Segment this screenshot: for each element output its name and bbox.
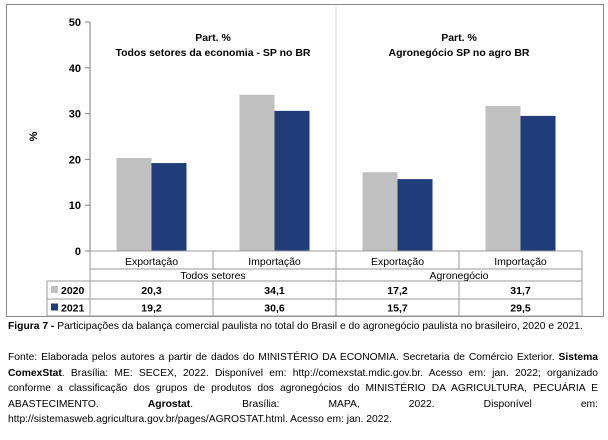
figure-caption: Figura 7 - Participações da balança come… bbox=[8, 319, 598, 335]
data-label: 31,7 bbox=[510, 285, 531, 297]
source-text-1: Fonte: Elaborada pelos autores a partir … bbox=[8, 352, 559, 363]
y-axis-label: % bbox=[28, 131, 40, 141]
category-label: Exportação bbox=[371, 256, 424, 268]
source-name-agrostat: Agrostat bbox=[147, 398, 191, 410]
legend-label-2021: 2021 bbox=[61, 303, 85, 315]
bar-2020 bbox=[116, 158, 152, 251]
group-title-line1: Part. % bbox=[441, 32, 477, 44]
bar-2021 bbox=[274, 110, 310, 252]
y-tick-label: 50 bbox=[69, 17, 81, 29]
legend-swatch-2020 bbox=[51, 286, 58, 293]
bar-2020 bbox=[485, 105, 521, 252]
group-label: Todos setores bbox=[180, 270, 245, 282]
y-tick-label: 10 bbox=[69, 200, 81, 212]
group-label: Agronegócio bbox=[430, 270, 489, 282]
bar-2020 bbox=[362, 172, 398, 251]
legend-swatch-2021 bbox=[51, 303, 58, 311]
data-label: 15,7 bbox=[387, 303, 408, 315]
data-label: 34,1 bbox=[264, 285, 285, 297]
figure-label: Figura 7 - bbox=[8, 321, 58, 332]
bar-2021 bbox=[520, 115, 556, 251]
y-tick-label: 20 bbox=[69, 154, 81, 166]
data-label: 29,5 bbox=[510, 303, 531, 315]
category-label: Exportação bbox=[125, 256, 178, 268]
data-label: 20,3 bbox=[141, 285, 162, 297]
source-text-2: . Brasília: ME: SECEX, 2022. Disponível … bbox=[8, 367, 598, 410]
figure-text: Participações da balança comercial pauli… bbox=[57, 321, 583, 332]
group-title-line1: Part. % bbox=[195, 32, 231, 44]
bar-2021 bbox=[151, 163, 187, 251]
data-label: 17,2 bbox=[387, 285, 408, 297]
source-name-comexstat: Sistema ComexStat bbox=[8, 352, 598, 379]
group-title-line2: Todos setores da economia - SP no BR bbox=[115, 47, 310, 59]
group-title-line2: Agronegócio SP no agro BR bbox=[389, 47, 530, 59]
bar-2021 bbox=[397, 179, 433, 251]
category-label: Importação bbox=[248, 256, 301, 268]
category-label: Importação bbox=[494, 256, 547, 268]
y-tick-label: 40 bbox=[69, 63, 81, 75]
data-label: 30,6 bbox=[264, 303, 285, 315]
legend-label-2020: 2020 bbox=[61, 285, 85, 297]
bar-2020 bbox=[239, 94, 275, 252]
data-label: 19,2 bbox=[141, 303, 162, 315]
chart: 0 10 20 30 40 50% Part. % Todos setores da econ… bbox=[28, 6, 583, 317]
y-tick-label: 0 bbox=[75, 246, 81, 258]
source-text-3: . Brasília: MAPA, 2022. Disponível em: h… bbox=[8, 398, 598, 426]
figure-source: Fonte: Elaborada pelos autores a partir … bbox=[8, 350, 598, 428]
y-tick-label: 30 bbox=[69, 109, 81, 121]
